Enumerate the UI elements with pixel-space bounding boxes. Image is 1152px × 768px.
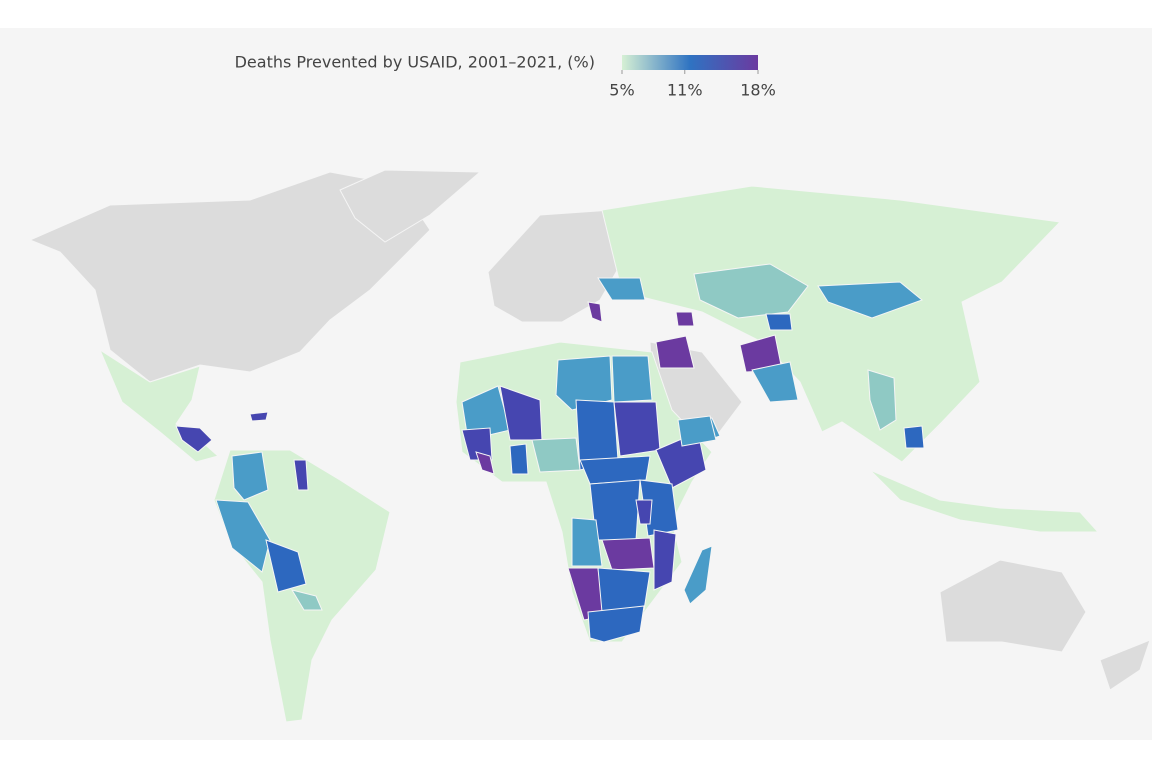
color-bar bbox=[622, 55, 758, 70]
legend-tick-label: 11% bbox=[667, 81, 703, 100]
legend-tick-label: 18% bbox=[740, 81, 776, 100]
legend-tick-label: 5% bbox=[609, 81, 634, 100]
land bbox=[28, 169, 1151, 723]
legend-title: Deaths Prevented by USAID, 2001–2021, (%… bbox=[235, 53, 595, 72]
